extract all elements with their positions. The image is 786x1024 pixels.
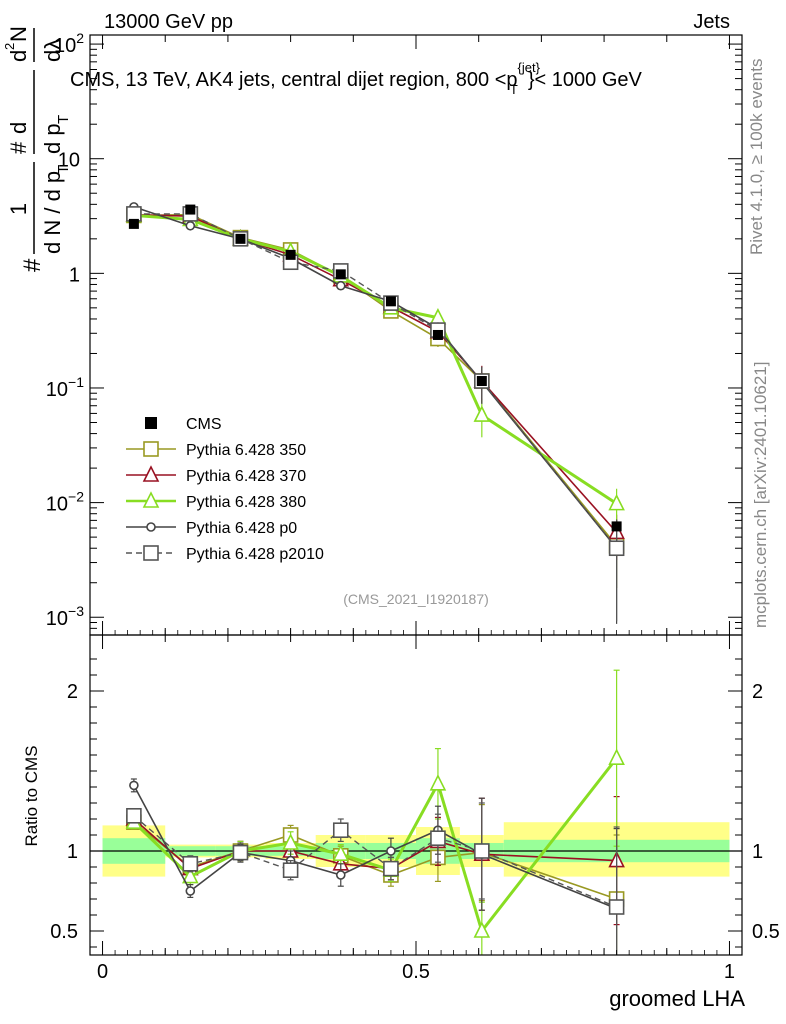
legend-marker-p0 <box>146 522 156 532</box>
main-point-cms <box>611 521 622 532</box>
ratio-point-p380 <box>608 748 625 766</box>
main-y-tick-label: 1 <box>69 264 80 286</box>
analysis-tag: (CMS_2021_I1920187) <box>343 591 489 607</box>
legend-marker-p380 <box>142 491 160 508</box>
y-d-bot: d p <box>40 123 65 154</box>
main-point-cms <box>128 218 139 229</box>
main-point-cms <box>432 329 443 340</box>
ratio-frame <box>89 634 743 956</box>
legend-label-p380: Pythia 6.428 380 <box>186 494 306 511</box>
main-y-tick-label: 10−3 <box>46 603 84 630</box>
header-left: 13000 GeV pp <box>104 11 233 33</box>
main-y-tick-label: 10−1 <box>46 374 84 401</box>
main-point-p0 <box>185 220 196 231</box>
y-d-bot-sub: T <box>55 115 72 124</box>
legend: CMS Pythia 6.428 350 Pythia 6.428 370 Pythi… <box>126 416 324 563</box>
svg-text:#: # <box>19 258 46 272</box>
svg-text:CMS, 13 TeV, AK4 jets, central: CMS, 13 TeV, AK4 jets, central dijet reg… <box>70 60 643 97</box>
rivet-label: Rivet 4.1.0, ≥ 100k events <box>747 59 766 255</box>
header-right: Jets <box>693 11 730 33</box>
main-point-cms <box>335 269 346 280</box>
x-tick-label: 0.5 <box>402 961 430 983</box>
main-y-tick-label: 10 <box>58 150 80 172</box>
panel-title-main: CMS, 13 TeV, AK4 jets, central dijet reg… <box>70 69 518 91</box>
legend-label-p2010: Pythia 6.428 p2010 <box>186 546 324 563</box>
legend-marker-p350 <box>143 441 159 457</box>
legend-marker-p370 <box>142 465 160 482</box>
mcplots-label: mcplots.cern.ch [arXiv:2401.10621] <box>751 362 770 628</box>
y-hash: # <box>19 258 46 272</box>
y-d2-sup: 2 <box>2 43 17 50</box>
ratio-point-p380 <box>332 844 350 862</box>
y-d2-lam: dλ <box>40 39 65 62</box>
ratio-y-label: Ratio to CMS <box>22 745 41 846</box>
ratio-point-p0 <box>185 886 196 896</box>
panel-title-sub: T <box>510 82 518 97</box>
x-tick-label: 1 <box>724 961 735 983</box>
x-tick-label: 0 <box>97 961 108 983</box>
main-point-p2010 <box>126 206 142 222</box>
main-y-tick-label: 102 <box>54 30 84 57</box>
main-point-p2010 <box>608 540 625 557</box>
main-point-p380 <box>608 493 625 511</box>
panel-title: CMS, 13 TeV, AK4 jets, central dijet reg… <box>70 60 643 97</box>
ratio-y-tick-label-left: 1 <box>67 841 78 863</box>
ratio-point-p0 <box>129 780 139 791</box>
main-line-p2010 <box>133 213 618 549</box>
y-d2-N: N <box>6 26 31 42</box>
ratio-point-p380 <box>429 774 447 791</box>
y-d-top: d <box>6 122 31 134</box>
ratio-point-p2010 <box>232 844 249 861</box>
x-axis-label: groomed LHA <box>609 986 745 1011</box>
panel-title-sup: {jet} <box>518 60 541 75</box>
ratio-y-tick-label-right: 0.5 <box>752 921 780 943</box>
ratio-point-p2010 <box>126 807 142 824</box>
ratio-point-p2010 <box>182 855 199 872</box>
main-point-p380 <box>473 405 491 422</box>
main-y-label: # 1 d N / d p T # d d p T d 2 N dλ <box>2 26 72 272</box>
legend-label-cms: CMS <box>186 416 222 433</box>
main-point-cms <box>235 233 246 244</box>
ratio-point-p0 <box>386 846 396 856</box>
y-frac-bot-sub: T <box>55 165 72 174</box>
ratio-point-p2010 <box>383 860 399 877</box>
main-point-cms <box>385 296 396 307</box>
ratio-point-p380 <box>182 866 199 884</box>
legend-marker-cms <box>145 417 157 429</box>
main-point-cms <box>285 249 296 260</box>
y-frac-bot: d N / d p <box>40 171 65 254</box>
legend-marker-p2010 <box>143 545 159 561</box>
ratio-point-p0 <box>335 870 346 880</box>
main-panel-series <box>125 202 625 624</box>
y-hash2: # <box>6 141 31 154</box>
ratio-point-p380 <box>282 833 299 850</box>
ratio-y-tick-label-right: 2 <box>752 681 763 703</box>
ratio-point-p380 <box>473 921 491 938</box>
ratio-point-p2010 <box>282 862 299 879</box>
axes: 10−3 10−2 10−1 1 10 102 0 0.5 1 0.5 0.5 1 1 2 2 <box>46 30 780 983</box>
main-y-tick-label: 10−2 <box>46 489 84 516</box>
main-point-cms <box>476 376 487 387</box>
ratio-point-p2010 <box>474 843 490 859</box>
y-frac-top: 1 <box>6 203 31 215</box>
legend-label-p370: Pythia 6.428 370 <box>186 468 306 485</box>
ratio-y-tick-label-left: 2 <box>67 681 78 703</box>
main-line-p380 <box>133 213 618 505</box>
y-d2-top: d <box>6 50 31 62</box>
legend-label-p350: Pythia 6.428 350 <box>186 442 306 459</box>
ratio-point-p2010 <box>608 899 625 915</box>
ratio-panel-series <box>125 669 625 955</box>
ratio-point-p2010 <box>430 830 446 847</box>
panel-title-tail: }< 1000 GeV <box>528 69 643 91</box>
main-frame <box>89 34 743 636</box>
main-point-p0 <box>335 280 346 291</box>
ratio-y-tick-label-right: 1 <box>752 841 763 863</box>
ratio-y-tick-label-left: 0.5 <box>50 921 78 943</box>
main-point-cms <box>185 204 196 215</box>
ratio-point-p2010 <box>332 822 349 839</box>
legend-label-p0: Pythia 6.428 p0 <box>186 520 297 537</box>
